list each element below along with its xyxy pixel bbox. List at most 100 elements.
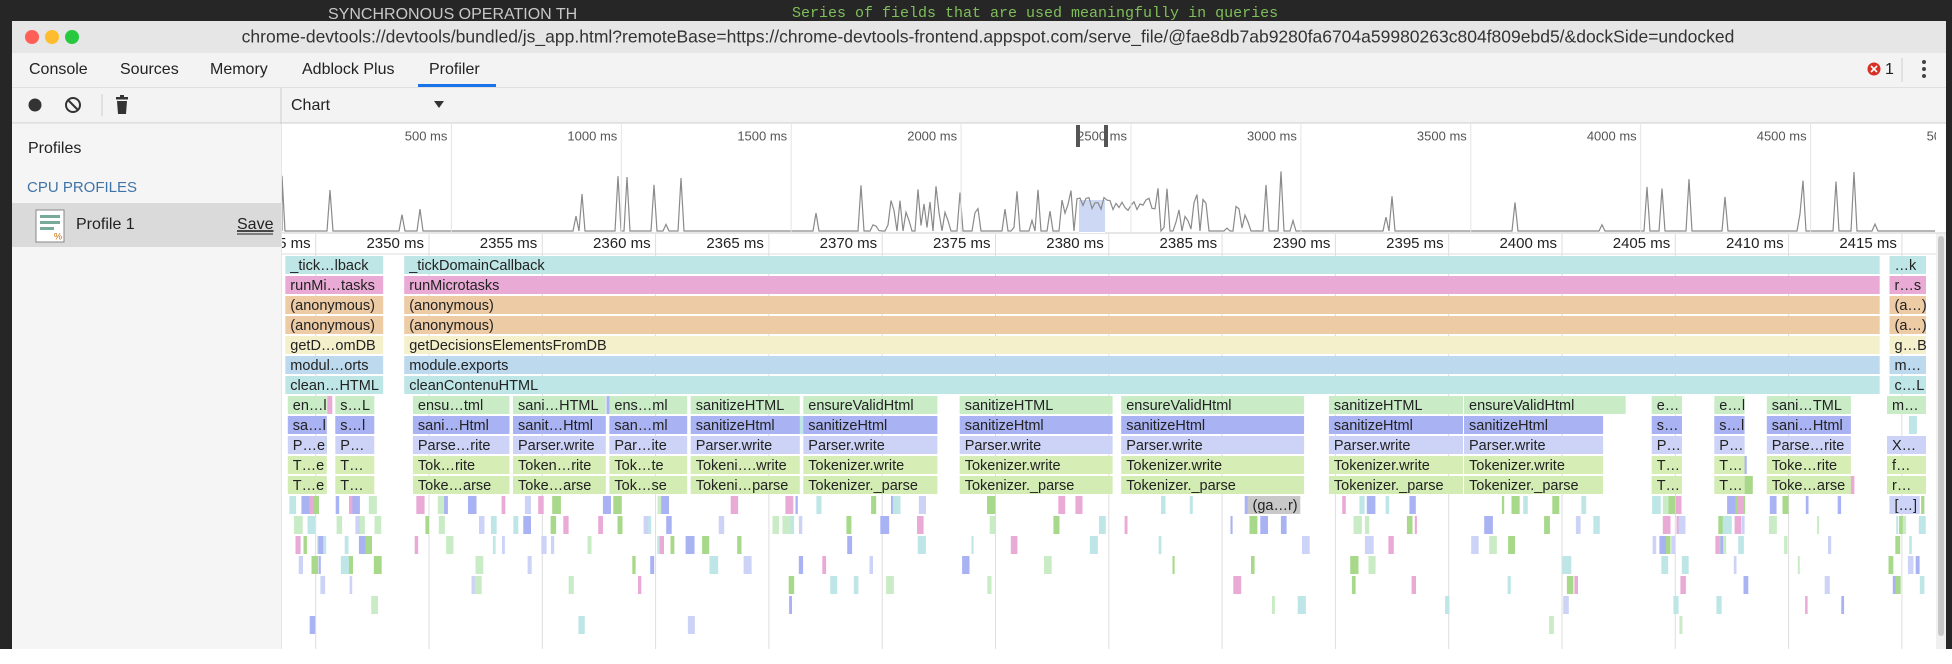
flame-bar[interactable] (412, 476, 510, 494)
flame-bar[interactable] (404, 336, 1880, 354)
flame-bar[interactable] (404, 376, 1880, 394)
flame-bar[interactable] (285, 276, 384, 294)
flame-bar[interactable] (1247, 496, 1301, 514)
flame-bar[interactable] (1766, 416, 1851, 434)
flame-bar[interactable] (404, 256, 1880, 274)
flame-bar[interactable] (1121, 396, 1305, 414)
flame-bar[interactable] (1651, 456, 1682, 474)
tab[interactable]: Adblock Plus (302, 61, 395, 78)
flame-bar[interactable] (1464, 456, 1604, 474)
flame-bar[interactable] (513, 396, 606, 414)
flame-bar[interactable] (1464, 396, 1626, 414)
flame-bar[interactable] (803, 436, 938, 454)
flame-bar[interactable] (412, 436, 510, 454)
flame-bar[interactable] (287, 416, 327, 434)
flame-bar[interactable] (513, 456, 606, 474)
flame-bar[interactable] (1651, 396, 1682, 414)
save-link[interactable]: Save (237, 216, 274, 233)
flame-bar[interactable] (404, 296, 1880, 314)
flame-bar[interactable] (1714, 456, 1745, 474)
flame-bar[interactable] (1887, 456, 1926, 474)
flame-bar[interactable] (287, 456, 327, 474)
flame-bar[interactable] (404, 356, 1880, 374)
flame-bar[interactable] (803, 476, 938, 494)
flame-bar[interactable] (335, 456, 375, 474)
flame-bar[interactable] (1714, 396, 1745, 414)
view-select[interactable]: Chart (291, 97, 331, 114)
tab[interactable]: Console (29, 61, 88, 78)
flame-bar[interactable] (1766, 396, 1851, 414)
flame-bar[interactable] (1889, 316, 1927, 334)
flame-bar[interactable] (285, 316, 384, 334)
scroll-thumb[interactable] (1938, 236, 1944, 636)
flame-bar[interactable] (1887, 436, 1926, 454)
flame-bar[interactable] (1714, 476, 1745, 494)
flame-bar[interactable] (803, 416, 938, 434)
flame-bar[interactable] (412, 396, 510, 414)
flame-bar[interactable] (285, 296, 384, 314)
clear-button[interactable] (65, 97, 81, 113)
flame-bar[interactable] (1464, 416, 1604, 434)
flame-bar[interactable] (959, 456, 1113, 474)
flame-bar[interactable] (1121, 456, 1305, 474)
flame-bar[interactable] (609, 396, 688, 414)
tab[interactable]: Memory (210, 61, 268, 78)
flame-bar[interactable] (1121, 416, 1305, 434)
flame-bar[interactable] (609, 456, 688, 474)
record-button[interactable] (28, 98, 42, 112)
flame-bar[interactable] (1328, 436, 1463, 454)
flame-bar[interactable] (1328, 456, 1463, 474)
flame-bar[interactable] (690, 416, 800, 434)
flame-bar[interactable] (1889, 336, 1927, 354)
flame-bar[interactable] (1651, 416, 1682, 434)
zoom-button[interactable] (65, 30, 79, 44)
flame-bar[interactable] (1766, 476, 1851, 494)
flame-bar[interactable] (1887, 476, 1926, 494)
flame-bar[interactable] (609, 436, 688, 454)
error-count[interactable]: 1 (1885, 61, 1894, 78)
flame-bar[interactable] (285, 376, 384, 394)
flame-bar[interactable] (1889, 256, 1927, 274)
flame-bar[interactable] (285, 256, 384, 274)
flame-bar[interactable] (959, 436, 1113, 454)
flame-bar[interactable] (335, 396, 375, 414)
flame-bar[interactable] (1464, 436, 1604, 454)
flame-bar[interactable] (1714, 416, 1745, 434)
flame-bar[interactable] (412, 416, 510, 434)
flame-bar[interactable] (690, 476, 800, 494)
flame-bar[interactable] (404, 276, 1880, 294)
flame-bar[interactable] (1464, 476, 1604, 494)
flame-bar[interactable] (335, 416, 375, 434)
tab[interactable]: Profiler (429, 61, 480, 78)
flame-bar[interactable] (285, 336, 384, 354)
minimize-button[interactable] (45, 30, 59, 44)
flame-bar[interactable] (959, 396, 1113, 414)
flame-bar[interactable] (1889, 376, 1927, 394)
flame-bar[interactable] (959, 476, 1113, 494)
flame-bar[interactable] (513, 436, 606, 454)
profile-name[interactable]: Profile 1 (76, 216, 135, 233)
flame-bar[interactable] (1651, 476, 1682, 494)
flame-bar[interactable] (1328, 396, 1463, 414)
flame-bar[interactable] (287, 396, 327, 414)
close-button[interactable] (25, 30, 39, 44)
flame-bar[interactable] (1889, 276, 1927, 294)
flame-bar[interactable] (1889, 356, 1927, 374)
flame-bar[interactable] (1887, 396, 1926, 414)
flame-bar[interactable] (690, 436, 800, 454)
flame-bar[interactable] (1328, 476, 1463, 494)
dropdown-arrow[interactable] (434, 101, 444, 108)
tab[interactable]: Sources (120, 61, 179, 78)
flame-bar[interactable] (803, 456, 938, 474)
flame-bar[interactable] (1766, 456, 1851, 474)
flame-bar[interactable] (287, 436, 327, 454)
flame-bar[interactable] (1889, 296, 1927, 314)
flame-bar[interactable] (404, 316, 1880, 334)
flame-bar[interactable] (287, 476, 327, 494)
flame-bar[interactable] (690, 396, 800, 414)
flame-bar[interactable] (1714, 436, 1745, 454)
flame-bar[interactable] (959, 416, 1113, 434)
flame-bar[interactable] (1328, 416, 1463, 434)
flame-bar[interactable] (335, 476, 375, 494)
flame-bar[interactable] (1651, 436, 1682, 454)
